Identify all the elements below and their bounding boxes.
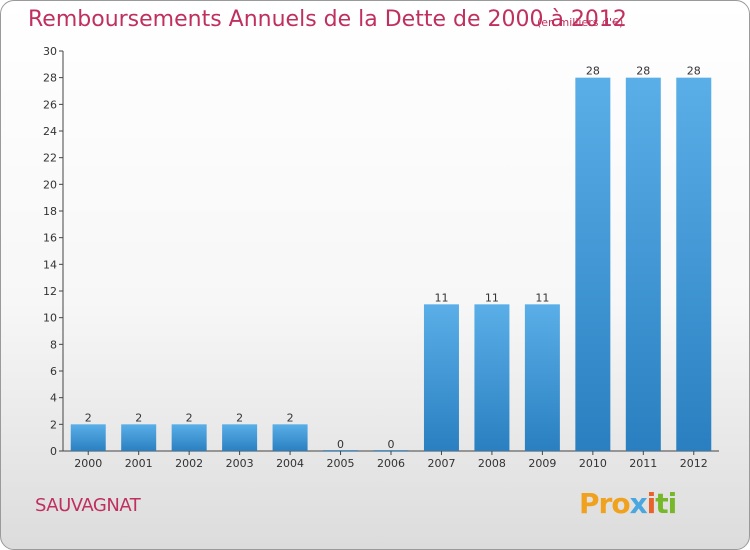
chart-title: Remboursements Annuels de la Dette de 20… (28, 7, 627, 32)
proxiti-logo: Proxiti (579, 487, 677, 520)
bar-2012 (676, 77, 712, 452)
chart-bars (70, 77, 712, 452)
x-tick-label-2002: 2002 (175, 457, 203, 470)
y-tick-label: 22 (43, 152, 57, 165)
data-label-2000: 2 (85, 411, 92, 424)
bar-2009 (524, 304, 560, 451)
x-tick-label-2003: 2003 (226, 457, 254, 470)
x-tick-label-2007: 2007 (427, 457, 455, 470)
commune-name: SAUVAGNAT (35, 495, 141, 516)
y-tick-label: 16 (43, 232, 57, 245)
y-tick-label: 8 (50, 338, 57, 351)
bar-2001 (121, 424, 157, 451)
data-label-2012: 28 (687, 65, 701, 78)
bar-2003 (222, 424, 258, 451)
bar-2006 (373, 450, 409, 451)
y-tick-label: 28 (43, 72, 57, 85)
logo-part-4: ti (655, 487, 677, 520)
x-tick-label-2000: 2000 (74, 457, 102, 470)
data-label-2002: 2 (186, 411, 193, 424)
bar-2008 (474, 304, 510, 451)
data-label-2004: 2 (287, 411, 294, 424)
x-tick-label-2001: 2001 (125, 457, 153, 470)
logo-part-1: Pro (579, 487, 631, 520)
data-label-2011: 28 (636, 65, 650, 78)
x-tick-label-2006: 2006 (377, 457, 405, 470)
x-tick-label-2008: 2008 (478, 457, 506, 470)
y-tick-label: 2 (50, 418, 57, 431)
bar-2002 (171, 424, 207, 451)
bar-2007 (423, 304, 459, 451)
bar-2010 (575, 77, 611, 452)
data-label-2009: 11 (535, 291, 549, 304)
data-label-2010: 28 (586, 65, 600, 78)
logo-part-2: x (629, 487, 648, 520)
x-tick-label-2010: 2010 (579, 457, 607, 470)
y-tick-label: 24 (43, 125, 57, 138)
x-tick-label-2012: 2012 (680, 457, 708, 470)
bar-2004 (272, 424, 308, 451)
bar-2011 (625, 77, 661, 452)
logo-part-3: i (646, 487, 657, 520)
data-label-2007: 11 (434, 291, 448, 304)
data-label-2008: 11 (485, 291, 499, 304)
x-tick-label-2005: 2005 (327, 457, 355, 470)
x-tick-label-2004: 2004 (276, 457, 304, 470)
y-tick-label: 4 (50, 392, 57, 405)
data-label-2005: 0 (337, 438, 344, 451)
y-tick-label: 26 (43, 98, 57, 111)
x-tick-label-2009: 2009 (528, 457, 556, 470)
data-label-2003: 2 (236, 411, 243, 424)
x-tick-label-2011: 2011 (629, 457, 657, 470)
y-tick-label: 18 (43, 205, 57, 218)
y-tick-label: 6 (50, 365, 57, 378)
chart-labels: 2 2000 2 2001 2 2002 2 2003 2 2004 0 2005 0 2006 11 200… (74, 65, 708, 470)
y-tick-label: 12 (43, 285, 57, 298)
y-tick-label: 14 (43, 258, 57, 271)
y-tick-label: 20 (43, 178, 57, 191)
chart-subtitle: (en milliers d'€) (537, 16, 624, 29)
y-tick-label: 0 (50, 445, 57, 458)
bar-2005 (323, 450, 359, 451)
bar-2000 (70, 424, 106, 451)
y-tick-label: 30 (43, 45, 57, 58)
data-label-2006: 0 (388, 438, 395, 451)
y-tick-label: 10 (43, 312, 57, 325)
data-label-2001: 2 (135, 411, 142, 424)
